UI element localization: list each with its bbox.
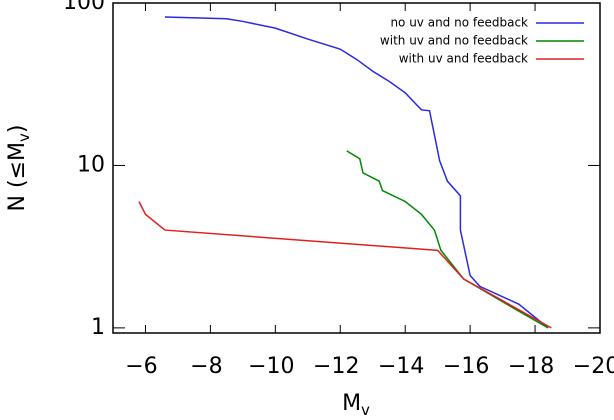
series-line (138, 201, 552, 329)
y-tick-label: 1 (91, 315, 105, 340)
y-axis-label: N (≤Mv) (5, 125, 33, 212)
x-tick-label: −6 (125, 354, 157, 379)
plot-frame (112, 2, 601, 334)
x-tick-label: −8 (190, 354, 222, 379)
y-tick-label: 10 (77, 152, 105, 177)
x-tick-label: −16 (443, 354, 489, 379)
x-tick-label: −12 (313, 354, 359, 379)
x-tick-label: −10 (248, 354, 294, 379)
x-axis-label: Mv (342, 391, 370, 419)
series-line (346, 150, 549, 329)
legend-label: with uv and no feedback (380, 34, 528, 48)
legend-label: with uv and feedback (399, 52, 528, 66)
x-tick-label: −14 (378, 354, 424, 379)
x-tick-label: −20 (573, 354, 614, 379)
series-line (164, 16, 549, 329)
x-tick-label: −18 (508, 354, 554, 379)
y-tick-label: 100 (63, 0, 105, 15)
legend-label: no uv and no feedback (390, 16, 528, 30)
